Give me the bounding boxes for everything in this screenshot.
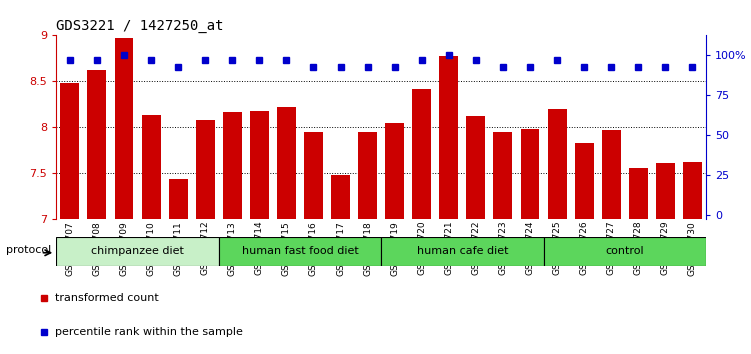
Bar [304,132,323,219]
Bar [547,109,566,219]
Text: human fast food diet: human fast food diet [242,246,358,256]
Bar [656,163,675,219]
Bar [250,111,269,219]
Text: human cafe diet: human cafe diet [417,246,508,256]
Bar [196,120,215,219]
Text: protocol: protocol [6,245,51,255]
Bar [385,123,404,219]
Bar [60,83,80,219]
Bar [575,143,593,219]
Text: GDS3221 / 1427250_at: GDS3221 / 1427250_at [56,19,224,33]
Bar [602,130,620,219]
Bar [87,70,107,219]
Text: transformed count: transformed count [56,293,159,303]
Bar [493,132,512,219]
Bar [219,237,381,266]
Bar [223,112,242,219]
Text: percentile rank within the sample: percentile rank within the sample [56,327,243,337]
Bar [381,237,544,266]
Text: control: control [605,246,644,256]
Bar [439,56,458,219]
Bar [683,162,702,219]
Bar [466,116,485,219]
Bar [358,132,377,219]
Bar [520,129,539,219]
Bar [331,175,350,219]
Bar [56,237,219,266]
Bar [412,89,431,219]
Bar [114,38,134,219]
Bar [629,168,648,219]
Bar [169,179,188,219]
Bar [544,237,706,266]
Bar [277,107,296,219]
Text: chimpanzee diet: chimpanzee diet [91,246,184,256]
Bar [142,115,161,219]
